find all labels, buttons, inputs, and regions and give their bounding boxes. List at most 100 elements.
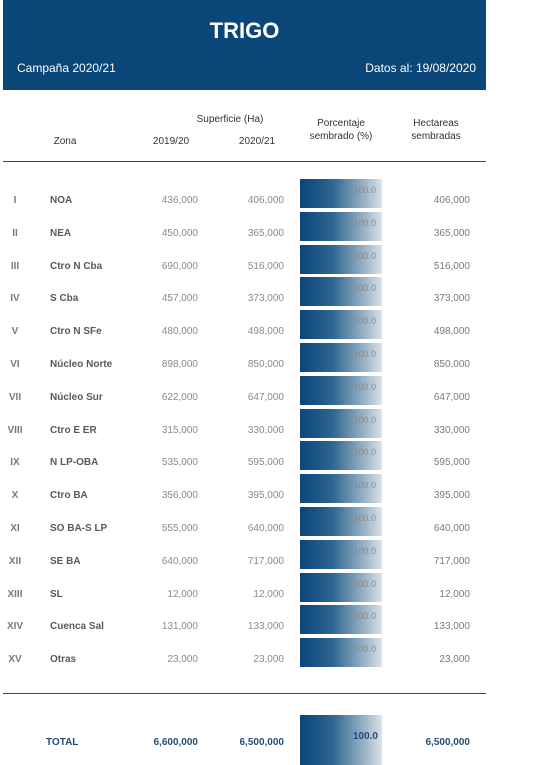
superficie-2020-value: 850,000 [247, 359, 284, 370]
percent-bar: 100.0 [300, 638, 382, 668]
zone-number: IX [10, 457, 20, 469]
table-row: XII SE BA 640,000 717,000 100.0 717,000 [0, 539, 533, 572]
percent-value: 100.0 [353, 545, 376, 556]
percent-bar: 100.0 [300, 474, 382, 504]
zone-name: Núcleo Sur [50, 391, 103, 403]
total-divider [3, 693, 486, 694]
zone-number: VIII [7, 424, 23, 436]
total-2019-value: 6,600,000 [153, 737, 199, 748]
superficie-2020-value: 133,000 [247, 621, 284, 633]
table-row: XIII SL 12,000 12,000 100.0 12,000 [0, 572, 533, 605]
percent-bar: 100.0 [300, 179, 382, 208]
page-title: TRIGO [209, 18, 280, 43]
zone-name: Cuenca Sal [50, 621, 104, 633]
header-banner: TRIGO Campaña 2020/21 Datos al: 19/08/20… [3, 0, 486, 90]
table-row: X Ctro BA 356,000 395,000 100.0 395,000 [0, 473, 533, 506]
superficie-2020-value: 373,000 [247, 293, 284, 305]
percent-value: 100.0 [353, 349, 376, 359]
percent-bar: 100.0 [300, 605, 382, 635]
percent-bar: 100.0 [300, 310, 382, 340]
total-row: TOTAL 6,600,000 6,500,000 100.0 6,500,00… [0, 715, 533, 765]
percent-bar: 100.0 [300, 277, 382, 307]
superficie-2019-value: 480,000 [161, 326, 198, 338]
superficie-2019-value: 131,000 [161, 621, 198, 633]
zone-number: XI [10, 523, 20, 534]
superficie-2019-value: 640,000 [161, 555, 198, 567]
percent-value: 100.0 [353, 513, 376, 523]
hectareas-value: 640,000 [433, 523, 470, 534]
campaign-label: Campaña 2020/21 [17, 61, 116, 75]
percent-bar: 100.0 [300, 507, 382, 536]
hectareas-value: 516,000 [433, 260, 470, 272]
total-2020-value: 6,500,000 [239, 737, 285, 748]
table-row: VIII Ctro E ER 315,000 330,000 100.0 330,000 [0, 408, 533, 441]
zone-number: XIII [7, 588, 23, 600]
zone-number: X [11, 490, 19, 502]
table-row: V Ctro N SFe 480,000 498,000 100.0 498,000 [0, 309, 533, 342]
table-row: XIV Cuenca Sal 131,000 133,000 100.0 133,000 [0, 604, 533, 637]
superficie-2019-value: 12,000 [167, 588, 198, 600]
superficie-2019-value: 23,000 [167, 654, 198, 666]
total-percent-value: 100.0 [352, 731, 378, 742]
porcentaje-header: Porcentaje sembrado (%) [309, 118, 373, 142]
table-row: XI SO BA-S LP 555,000 640,000 100.0 640,000 [0, 506, 533, 539]
zone-name: Ctro N Cba [50, 260, 103, 272]
superficie-2020-value: 330,000 [247, 424, 284, 436]
percent-bar: 100.0 [300, 441, 382, 471]
superficie-2019-value: 898,000 [161, 359, 198, 370]
hectareas-value: 850,000 [433, 359, 470, 370]
superficie-2020-value: 516,000 [247, 260, 284, 272]
superficie-2020-value: 365,000 [247, 227, 284, 239]
table-row: I NOA 436,000 406,000 100.0 406,000 [0, 178, 533, 211]
hectareas-value: 395,000 [433, 490, 470, 502]
table-row: VII Núcleo Sur 622,000 647,000 100.0 647,000 [0, 375, 533, 408]
hectareas-value: 595,000 [433, 457, 470, 469]
total-label: TOTAL [46, 737, 79, 748]
hectareas-value: 406,000 [433, 195, 470, 206]
zone-number: III [10, 260, 20, 272]
zone-name: N LP-OBA [50, 457, 99, 469]
table-row: IV S Cba 457,000 373,000 100.0 373,000 [0, 276, 533, 309]
zone-number: XIV [6, 621, 24, 633]
table-row: II NEA 450,000 365,000 100.0 365,000 [0, 211, 533, 244]
zone-name: Ctro N SFe [50, 326, 102, 338]
percent-value: 100.0 [353, 316, 376, 327]
superficie-2020-value: 717,000 [247, 555, 284, 567]
percent-bar: 100.0 [300, 211, 382, 241]
hectareas-value: 23,000 [439, 654, 470, 666]
zone-name: SE BA [50, 555, 81, 567]
zone-name: NOA [50, 195, 73, 206]
zone-number: IV [10, 293, 20, 305]
superficie-2020-value: 406,000 [247, 195, 284, 206]
year2-header: 2020/21 [238, 136, 276, 147]
percent-bar: 100.0 [300, 539, 382, 569]
percent-value: 100.0 [353, 414, 376, 425]
superficie-2019-value: 457,000 [161, 293, 198, 305]
data-date-label: Datos al: 19/08/2020 [365, 61, 476, 75]
percent-bar: 100.0 [300, 375, 382, 405]
hectareas-header: Hectareas sembradas [411, 118, 461, 142]
percent-value: 100.0 [353, 185, 376, 195]
superficie-2020-value: 498,000 [247, 326, 284, 338]
superficie-2020-value: 640,000 [247, 523, 284, 534]
year1-header: 2019/20 [152, 136, 190, 147]
superficie-2020-value: 12,000 [253, 588, 284, 600]
hectareas-value: 717,000 [433, 555, 470, 567]
zone-name: Ctro E ER [50, 424, 97, 436]
table-row: XV Otras 23,000 23,000 100.0 23,000 [0, 637, 533, 670]
hectareas-value: 330,000 [433, 424, 470, 436]
zone-name: S Cba [50, 293, 79, 305]
hectareas-value: 498,000 [433, 326, 470, 338]
percent-value: 100.0 [353, 480, 376, 491]
zone-name: Otras [50, 654, 77, 666]
superficie-2019-value: 690,000 [161, 260, 198, 272]
superficie-header: Superficie (Ha) [196, 114, 264, 125]
table-row: VI Núcleo Norte 898,000 850,000 100.0 850,000 [0, 342, 533, 375]
superficie-2019-value: 356,000 [161, 490, 198, 502]
percent-value: 100.0 [353, 611, 376, 622]
superficie-2019-value: 450,000 [161, 227, 198, 239]
percent-value: 100.0 [353, 381, 376, 392]
superficie-2020-value: 395,000 [247, 490, 284, 502]
zona-header: Zona [53, 136, 77, 147]
percent-value: 100.0 [353, 250, 376, 261]
